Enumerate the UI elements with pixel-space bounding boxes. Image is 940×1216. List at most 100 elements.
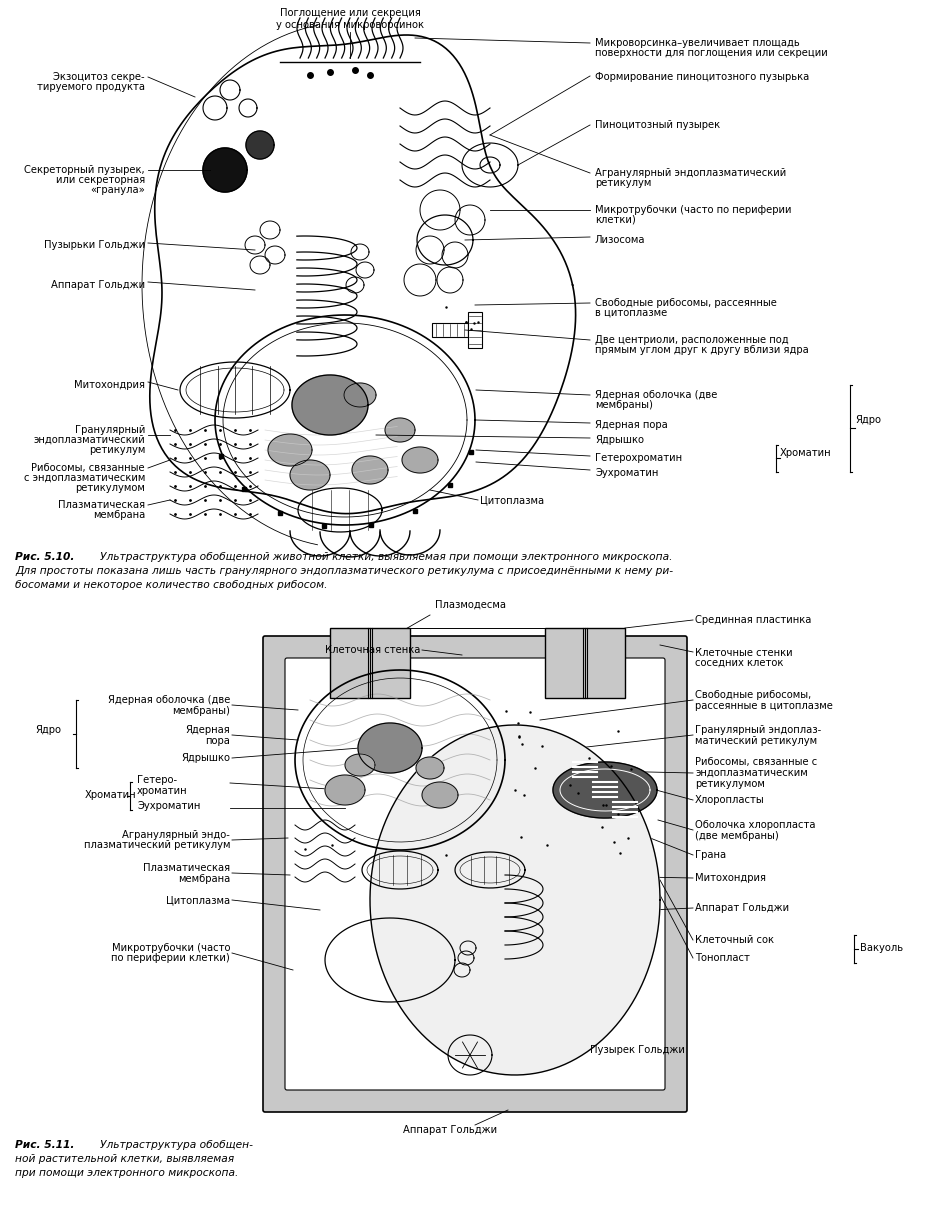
- Text: Аппарат Гольджи: Аппарат Гольджи: [403, 1125, 497, 1135]
- Text: матический ретикулум: матический ретикулум: [695, 736, 817, 745]
- Text: Грана: Грана: [695, 850, 726, 860]
- Text: Свободные рибосомы, рассеянные: Свободные рибосомы, рассеянные: [595, 298, 776, 308]
- Text: Свободные рибосомы,: Свободные рибосомы,: [695, 689, 811, 700]
- Polygon shape: [246, 131, 274, 159]
- Text: Плазматическая: Плазматическая: [143, 863, 230, 873]
- Text: тируемого продукта: тируемого продукта: [37, 81, 145, 92]
- Text: Рибосомы, связанные: Рибосомы, связанные: [31, 463, 145, 473]
- Text: босомами и некоторое количество свободных рибосом.: босомами и некоторое количество свободны…: [15, 580, 327, 590]
- Text: Оболочка хлоропласта: Оболочка хлоропласта: [695, 820, 816, 831]
- Polygon shape: [292, 375, 368, 435]
- Text: мембраны): мембраны): [595, 400, 653, 410]
- Polygon shape: [416, 758, 444, 779]
- Text: Ядро: Ядро: [35, 725, 61, 734]
- Text: Плазматическая: Плазматическая: [58, 500, 145, 510]
- Text: Клеточная стенка: Клеточная стенка: [324, 644, 420, 655]
- Text: эндоплазматическим: эндоплазматическим: [695, 769, 807, 778]
- Text: Эухроматин: Эухроматин: [595, 468, 658, 478]
- Text: Срединная пластинка: Срединная пластинка: [695, 615, 811, 625]
- Text: или секреторная: или секреторная: [55, 175, 145, 185]
- Text: Пиноцитозный пузырек: Пиноцитозный пузырек: [595, 120, 720, 130]
- Text: Для простоты показана лишь часть гранулярного эндоплазматического ретикулума с п: Для простоты показана лишь часть грануля…: [15, 565, 673, 576]
- Text: ретикулумом: ретикулумом: [695, 779, 765, 789]
- Text: Пузырьки Гольджи: Пузырьки Гольджи: [44, 240, 145, 250]
- Text: Ядерная оболочка (две: Ядерная оболочка (две: [107, 696, 230, 705]
- Bar: [468, 313, 482, 348]
- Text: Тонопласт: Тонопласт: [695, 953, 750, 963]
- Text: Аппарат Гольджи: Аппарат Гольджи: [51, 280, 145, 289]
- Text: Гранулярный эндоплаз-: Гранулярный эндоплаз-: [695, 725, 822, 734]
- Text: Клеточный сок: Клеточный сок: [695, 935, 774, 945]
- Text: эндоплазматический: эндоплазматический: [33, 435, 145, 445]
- Text: Рис. 5.11.: Рис. 5.11.: [15, 1141, 74, 1150]
- Text: Плазмодесма: Плазмодесма: [434, 599, 506, 610]
- Text: Гранулярный: Гранулярный: [74, 426, 145, 435]
- Text: по периферии клетки): по периферии клетки): [111, 953, 230, 963]
- Text: Экзоцитоз секре-: Экзоцитоз секре-: [54, 72, 145, 81]
- Text: ретикулум: ретикулум: [88, 445, 145, 455]
- Text: ной растительной клетки, выявляемая: ной растительной клетки, выявляемая: [15, 1154, 234, 1164]
- Text: Ядерная: Ядерная: [185, 725, 230, 734]
- Text: Микротрубочки (часто по периферии: Микротрубочки (часто по периферии: [595, 206, 791, 215]
- Text: Микроворсинка–увеличивает площадь: Микроворсинка–увеличивает площадь: [595, 38, 800, 47]
- FancyBboxPatch shape: [285, 658, 665, 1090]
- Bar: [330, 627, 410, 698]
- Text: Агранулярный эндо-: Агранулярный эндо-: [122, 831, 230, 840]
- Text: Микротрубочки (часто: Микротрубочки (часто: [112, 942, 230, 953]
- Text: мембрана: мембрана: [93, 510, 145, 520]
- Text: Секреторный пузырек,: Секреторный пузырек,: [24, 165, 145, 175]
- Text: ретикулум: ретикулум: [595, 178, 651, 188]
- Polygon shape: [385, 418, 415, 441]
- Text: мембрана: мембрана: [178, 874, 230, 884]
- Text: соседних клеток: соседних клеток: [695, 658, 783, 668]
- Polygon shape: [370, 725, 660, 1075]
- Text: Эухроматин: Эухроматин: [137, 801, 200, 811]
- Text: в цитоплазме: в цитоплазме: [595, 308, 667, 319]
- Text: у основания микроворсинок: у основания микроворсинок: [276, 19, 424, 30]
- Text: Аппарат Гольджи: Аппарат Гольджи: [695, 903, 789, 913]
- Text: Пузырек Гольджи: Пузырек Гольджи: [590, 1045, 685, 1055]
- Text: Ядрышко: Ядрышко: [181, 753, 230, 762]
- Text: Поглощение или секреция: Поглощение или секреция: [279, 9, 420, 18]
- Text: прямым углом друг к другу вблизи ядра: прямым углом друг к другу вблизи ядра: [595, 345, 808, 355]
- Bar: [545, 627, 625, 698]
- Text: с эндоплазматическим: с эндоплазматическим: [24, 473, 145, 483]
- Polygon shape: [358, 724, 422, 773]
- Polygon shape: [203, 148, 247, 192]
- Text: Гетеро-: Гетеро-: [137, 775, 177, 786]
- Text: рассеянные в цитоплазме: рассеянные в цитоплазме: [695, 700, 833, 711]
- Text: Формирование пиноцитозного пузырька: Формирование пиноцитозного пузырька: [595, 72, 809, 81]
- Text: Хроматин: Хроматин: [85, 790, 136, 800]
- Polygon shape: [344, 383, 376, 407]
- Polygon shape: [352, 456, 388, 484]
- Text: Ультраструктура обобщен-: Ультраструктура обобщен-: [100, 1141, 253, 1150]
- Text: Ядерная пора: Ядерная пора: [595, 420, 667, 430]
- Text: Цитоплазма: Цитоплазма: [480, 495, 544, 505]
- Polygon shape: [422, 782, 458, 807]
- Text: хроматин: хроматин: [137, 786, 188, 796]
- Text: Ядро: Ядро: [855, 415, 881, 426]
- Polygon shape: [290, 460, 330, 490]
- Text: Митохондрия: Митохондрия: [695, 873, 766, 883]
- Text: Ультраструктура обобщенной животной клетки, выявляемая при помощи электронного м: Ультраструктура обобщенной животной клет…: [100, 552, 672, 562]
- Text: Ядрышко: Ядрышко: [595, 435, 644, 445]
- Polygon shape: [345, 754, 375, 776]
- Polygon shape: [325, 775, 365, 805]
- Bar: [432, 323, 468, 337]
- Text: Хлоропласты: Хлоропласты: [695, 795, 765, 805]
- Text: Лизосома: Лизосома: [595, 235, 646, 244]
- FancyBboxPatch shape: [263, 636, 687, 1111]
- Text: (две мембраны): (две мембраны): [695, 831, 778, 841]
- Text: плазматический ретикулум: плазматический ретикулум: [84, 840, 230, 850]
- Text: Митохондрия: Митохондрия: [74, 379, 145, 390]
- Polygon shape: [268, 434, 312, 466]
- Text: Рис. 5.10.: Рис. 5.10.: [15, 552, 74, 562]
- Polygon shape: [553, 762, 657, 818]
- Text: при помощи электронного микроскопа.: при помощи электронного микроскопа.: [15, 1169, 239, 1178]
- Text: пора: пора: [205, 736, 230, 745]
- Text: Гетерохроматин: Гетерохроматин: [595, 454, 682, 463]
- Text: «гранула»: «гранула»: [90, 185, 145, 195]
- Text: Цитоплазма: Цитоплазма: [165, 895, 230, 905]
- Text: Агранулярный эндоплазматический: Агранулярный эндоплазматический: [595, 168, 786, 178]
- Text: ретикулумом: ретикулумом: [75, 483, 145, 492]
